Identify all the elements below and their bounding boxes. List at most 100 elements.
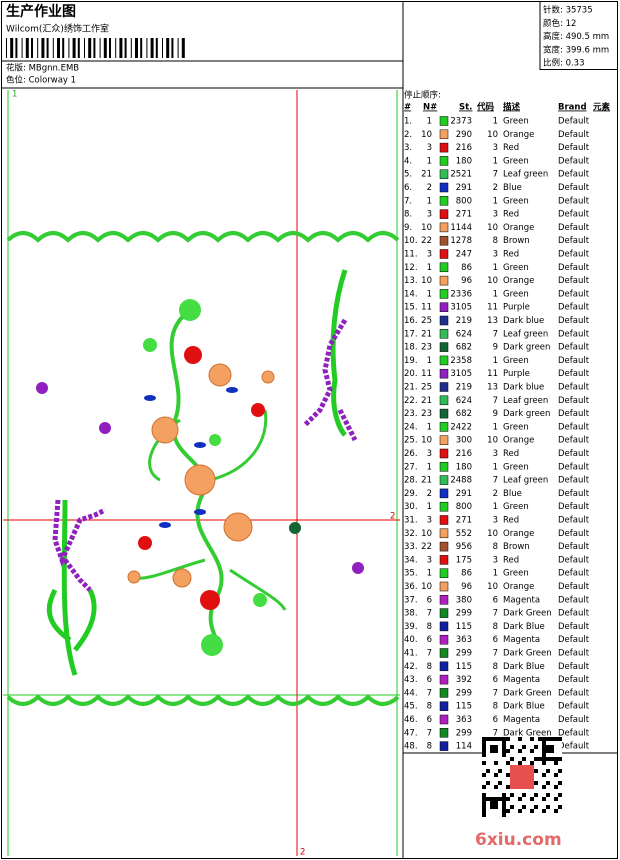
swatch	[439, 714, 449, 725]
qr-cell	[554, 785, 558, 789]
leaf	[209, 434, 221, 446]
bar-line	[166, 38, 170, 58]
row-number: 28.	[404, 476, 418, 486]
stitches: 682	[456, 409, 472, 419]
design-file: 花版: MBgnn.EMB	[6, 63, 79, 74]
row-number: 20.	[404, 369, 418, 379]
description: Dark Blue	[503, 662, 545, 672]
brand: Default	[558, 422, 590, 432]
row-number: 36.	[404, 582, 418, 592]
studio: Wilcom(汇众)绣饰工作室	[6, 23, 109, 35]
code: 1	[493, 502, 498, 512]
description: Green	[503, 263, 529, 273]
swatch	[439, 621, 449, 632]
description: Green	[503, 422, 529, 432]
code: 7	[493, 728, 498, 738]
qr-cell	[554, 737, 558, 741]
qr-cell	[502, 805, 506, 809]
swatch	[439, 142, 449, 153]
qr-cell	[542, 809, 546, 813]
qr-cell	[482, 801, 486, 805]
stitches: 96	[461, 276, 472, 286]
qr-cell	[482, 797, 486, 801]
qr-cell	[506, 749, 510, 753]
flower	[208, 363, 232, 387]
row-number: 14.	[404, 289, 418, 299]
brand: Default	[558, 702, 590, 712]
row-number: 3.	[404, 143, 412, 153]
swatch	[439, 289, 449, 299]
column-header: 描述	[503, 102, 521, 113]
needle: 21	[421, 329, 432, 339]
stitches: 800	[456, 196, 472, 206]
bar-line	[88, 38, 92, 58]
qr-cell	[494, 785, 498, 789]
code: 8	[493, 662, 498, 672]
qr-cell	[510, 805, 514, 809]
bug	[36, 382, 48, 394]
row-number: 10.	[404, 236, 418, 246]
swatch	[439, 435, 449, 445]
needle: 1	[427, 422, 432, 432]
row-number: 46.	[404, 715, 418, 725]
needle: 1	[427, 502, 432, 512]
qr-cell	[486, 781, 490, 785]
qr-logo	[510, 765, 534, 789]
needle: 3	[427, 210, 432, 220]
brand: Default	[558, 369, 590, 379]
stitches: 271	[456, 516, 472, 526]
brand: Default	[558, 595, 590, 605]
column-header: 代码	[476, 102, 495, 113]
code: 3	[493, 143, 498, 153]
marker: 2	[390, 512, 395, 522]
swatch	[439, 541, 449, 552]
description: Dark blue	[503, 316, 544, 326]
leaf	[194, 509, 206, 515]
row-number: 8.	[404, 210, 412, 220]
qr-cell	[546, 757, 550, 761]
qr-cell	[530, 737, 534, 741]
stitches: 2336	[450, 289, 472, 299]
qr-cell	[506, 761, 510, 765]
flower	[179, 299, 201, 321]
qr-cell	[482, 753, 486, 757]
qr-cell	[510, 745, 514, 749]
stitches: 299	[456, 688, 472, 698]
qr-cell	[482, 805, 486, 809]
stem	[134, 409, 287, 611]
swatch	[439, 528, 449, 539]
needle: 23	[421, 409, 432, 419]
needle: 1	[427, 263, 432, 273]
qr-cell	[554, 757, 558, 761]
qr-cell	[502, 749, 506, 753]
code: 13	[487, 316, 498, 326]
qr-cell	[558, 769, 562, 773]
row-number: 48.	[404, 742, 418, 752]
swatch	[439, 355, 449, 366]
code: 2	[493, 183, 498, 193]
swatch	[439, 515, 449, 525]
swatch	[439, 235, 449, 246]
qr-cell	[518, 761, 522, 765]
qr-cell	[502, 801, 506, 805]
description: Dark Green	[503, 688, 552, 698]
stitches: 290	[456, 130, 472, 140]
qr-cell	[482, 749, 486, 753]
qr-cell	[558, 781, 562, 785]
qr-cell	[482, 761, 486, 765]
bar-line	[84, 38, 85, 58]
brand: Default	[558, 383, 590, 393]
swatch	[439, 688, 449, 698]
description: Red	[503, 555, 519, 565]
qr-cell	[554, 761, 558, 765]
needle: 7	[427, 728, 432, 738]
stitches: 299	[456, 649, 472, 659]
stitches: 115	[456, 702, 472, 712]
brand: Default	[558, 289, 590, 299]
brand: Default	[558, 462, 590, 472]
qr-cell	[542, 773, 546, 777]
needle: 2	[427, 489, 432, 499]
description: Dark Green	[503, 728, 552, 738]
row-number: 15.	[404, 303, 418, 313]
